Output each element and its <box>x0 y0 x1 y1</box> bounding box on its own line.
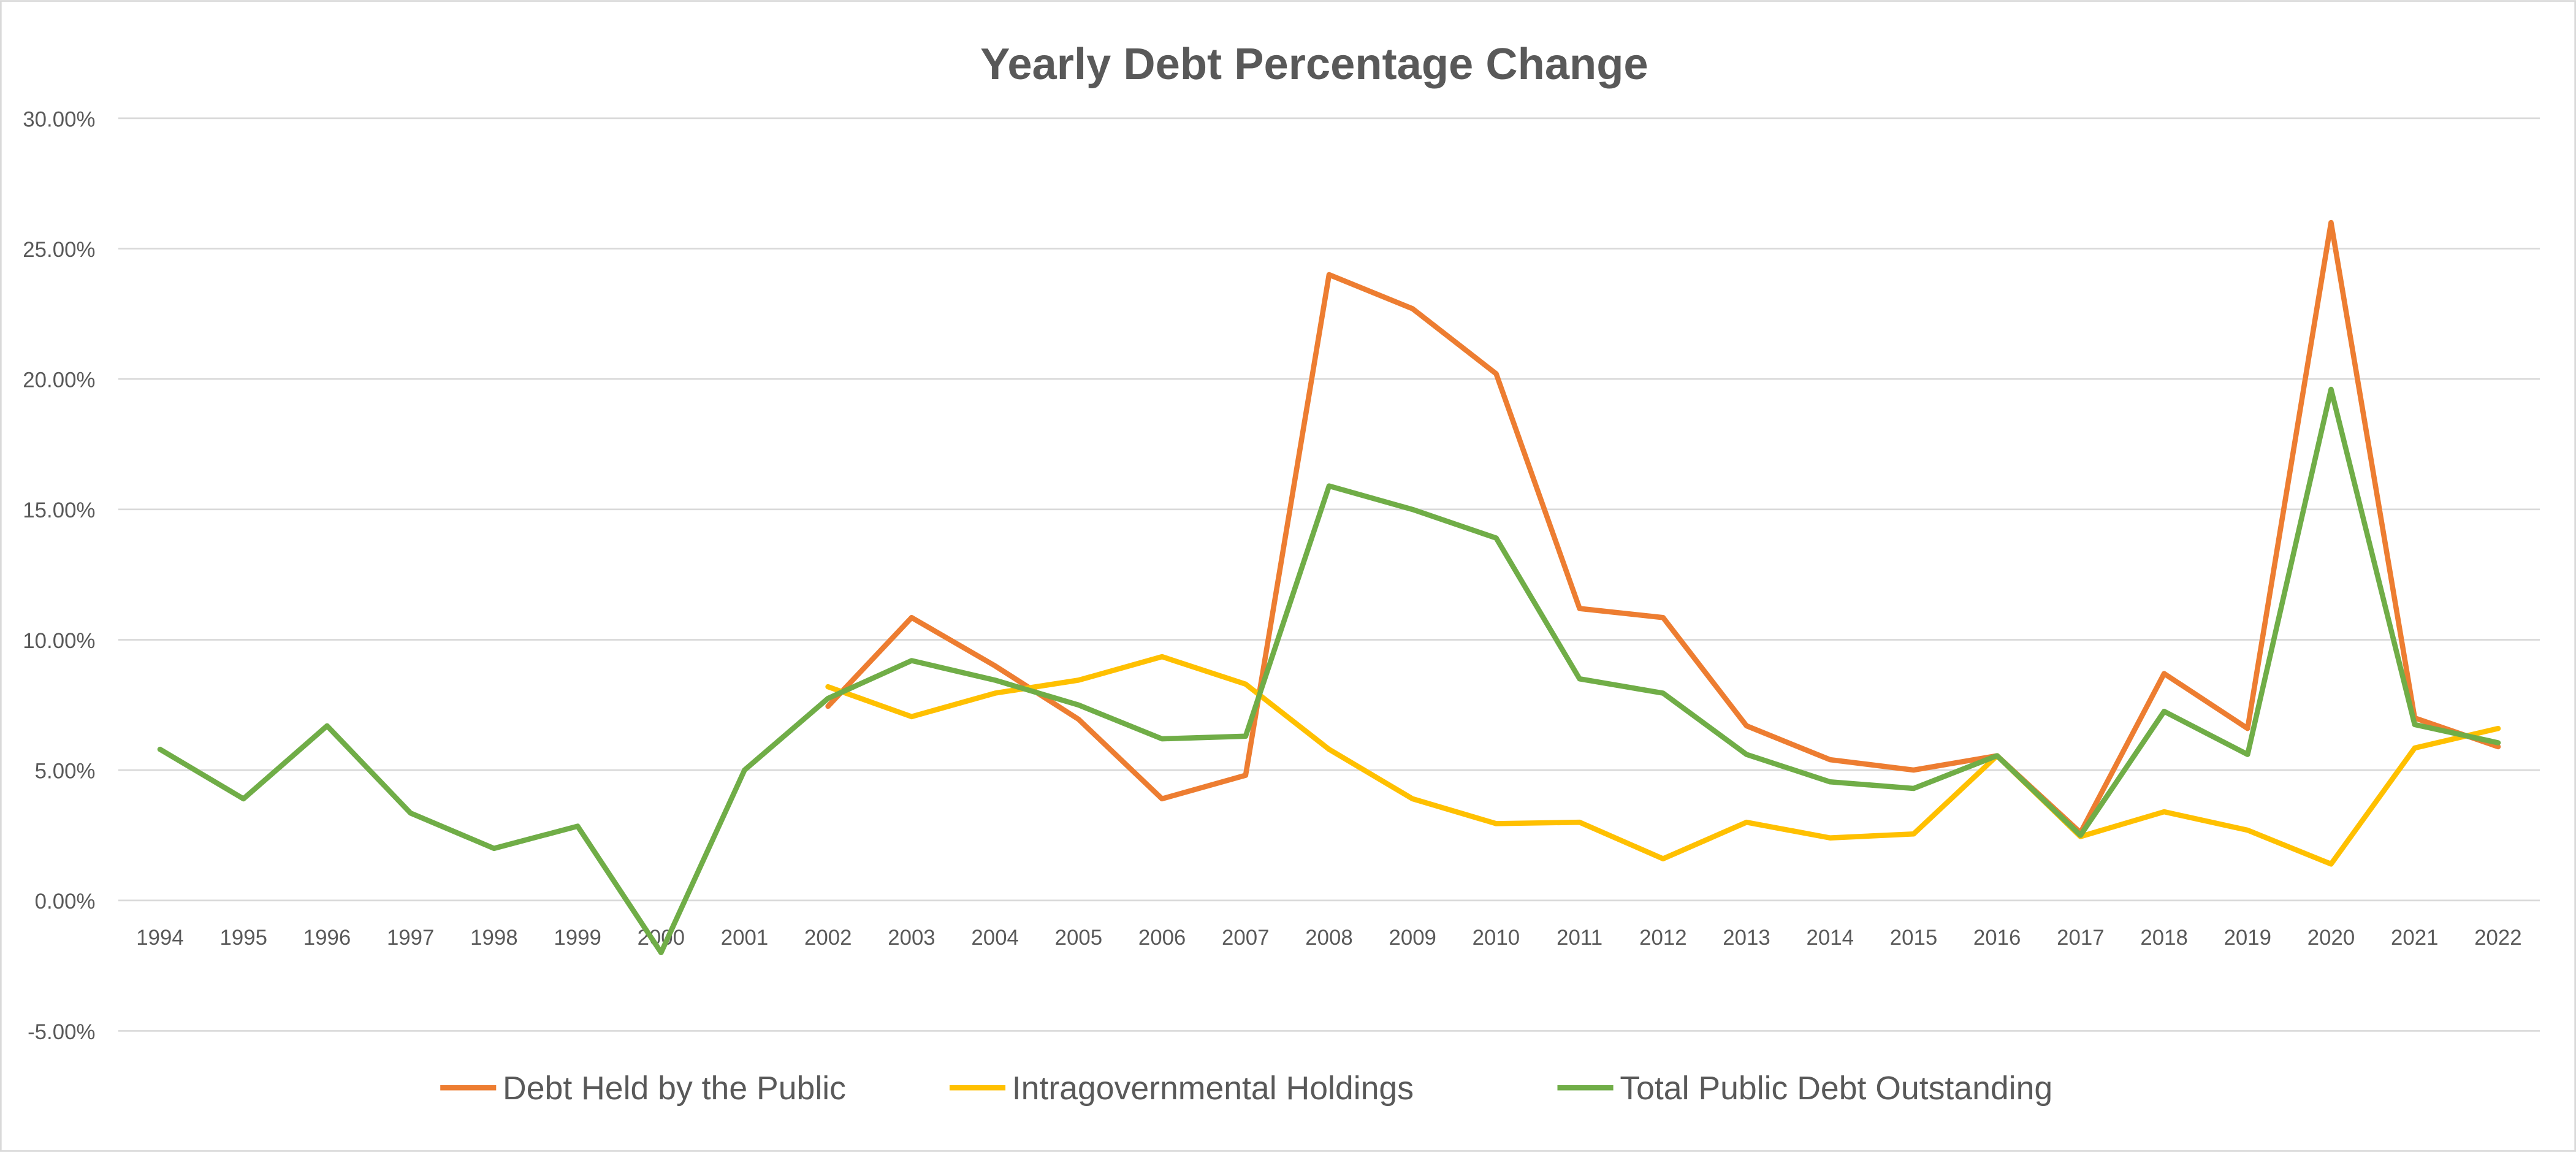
x-tick-label: 2002 <box>804 926 852 950</box>
y-tick-label: 5.00% <box>35 760 96 784</box>
series-line-2 <box>157 386 2501 956</box>
x-tick-label: 2004 <box>971 926 1018 950</box>
x-tick-label: 2003 <box>888 926 935 950</box>
x-tick-label: 2010 <box>1473 926 1520 950</box>
x-tick-label: 2022 <box>2474 926 2521 950</box>
x-tick-label: 2007 <box>1222 926 1269 950</box>
chart-title: Yearly Debt Percentage Change <box>980 40 1648 89</box>
x-tick-label: 1996 <box>303 926 351 950</box>
y-tick-label: 0.00% <box>35 890 96 914</box>
series-line-1 <box>825 654 2501 867</box>
x-tick-label: 2018 <box>2140 926 2187 950</box>
x-tick-label: 2009 <box>1389 926 1436 950</box>
x-tick-label: 1999 <box>554 926 601 950</box>
y-tick-label: 20.00% <box>23 368 95 392</box>
x-tick-label: 2014 <box>1807 926 1854 950</box>
y-tick-label: 25.00% <box>23 238 95 262</box>
x-tick-label: 2019 <box>2224 926 2271 950</box>
x-tick-label: 1998 <box>470 926 517 950</box>
series-line-0 <box>825 219 2501 836</box>
x-tick-label: 1995 <box>220 926 267 950</box>
x-tick-label: 2008 <box>1305 926 1352 950</box>
y-tick-label: -5.00% <box>28 1020 95 1044</box>
x-tick-label: 2021 <box>2391 926 2438 950</box>
legend-label: Intragovernmental Holdings <box>1012 1070 1414 1107</box>
y-tick-label: 30.00% <box>23 107 95 131</box>
x-tick-label: 2005 <box>1055 926 1102 950</box>
y-tick-label: 15.00% <box>23 498 95 522</box>
x-tick-label: 1997 <box>387 926 434 950</box>
x-tick-label: 1994 <box>136 926 183 950</box>
x-tick-label: 2020 <box>2307 926 2355 950</box>
x-tick-label: 2017 <box>2057 926 2104 950</box>
x-tick-label: 2015 <box>1890 926 1937 950</box>
legend-label: Debt Held by the Public <box>503 1070 846 1107</box>
x-tick-label: 2001 <box>721 926 768 950</box>
x-tick-label: 2016 <box>1973 926 2021 950</box>
x-tick-label: 2011 <box>1557 926 1602 950</box>
x-tick-label: 2012 <box>1639 926 1686 950</box>
legend-label: Total Public Debt Outstanding <box>1620 1070 2052 1107</box>
x-tick-label: 2006 <box>1138 926 1186 950</box>
x-tick-label: 2013 <box>1723 926 1770 950</box>
y-tick-label: 10.00% <box>23 629 95 653</box>
